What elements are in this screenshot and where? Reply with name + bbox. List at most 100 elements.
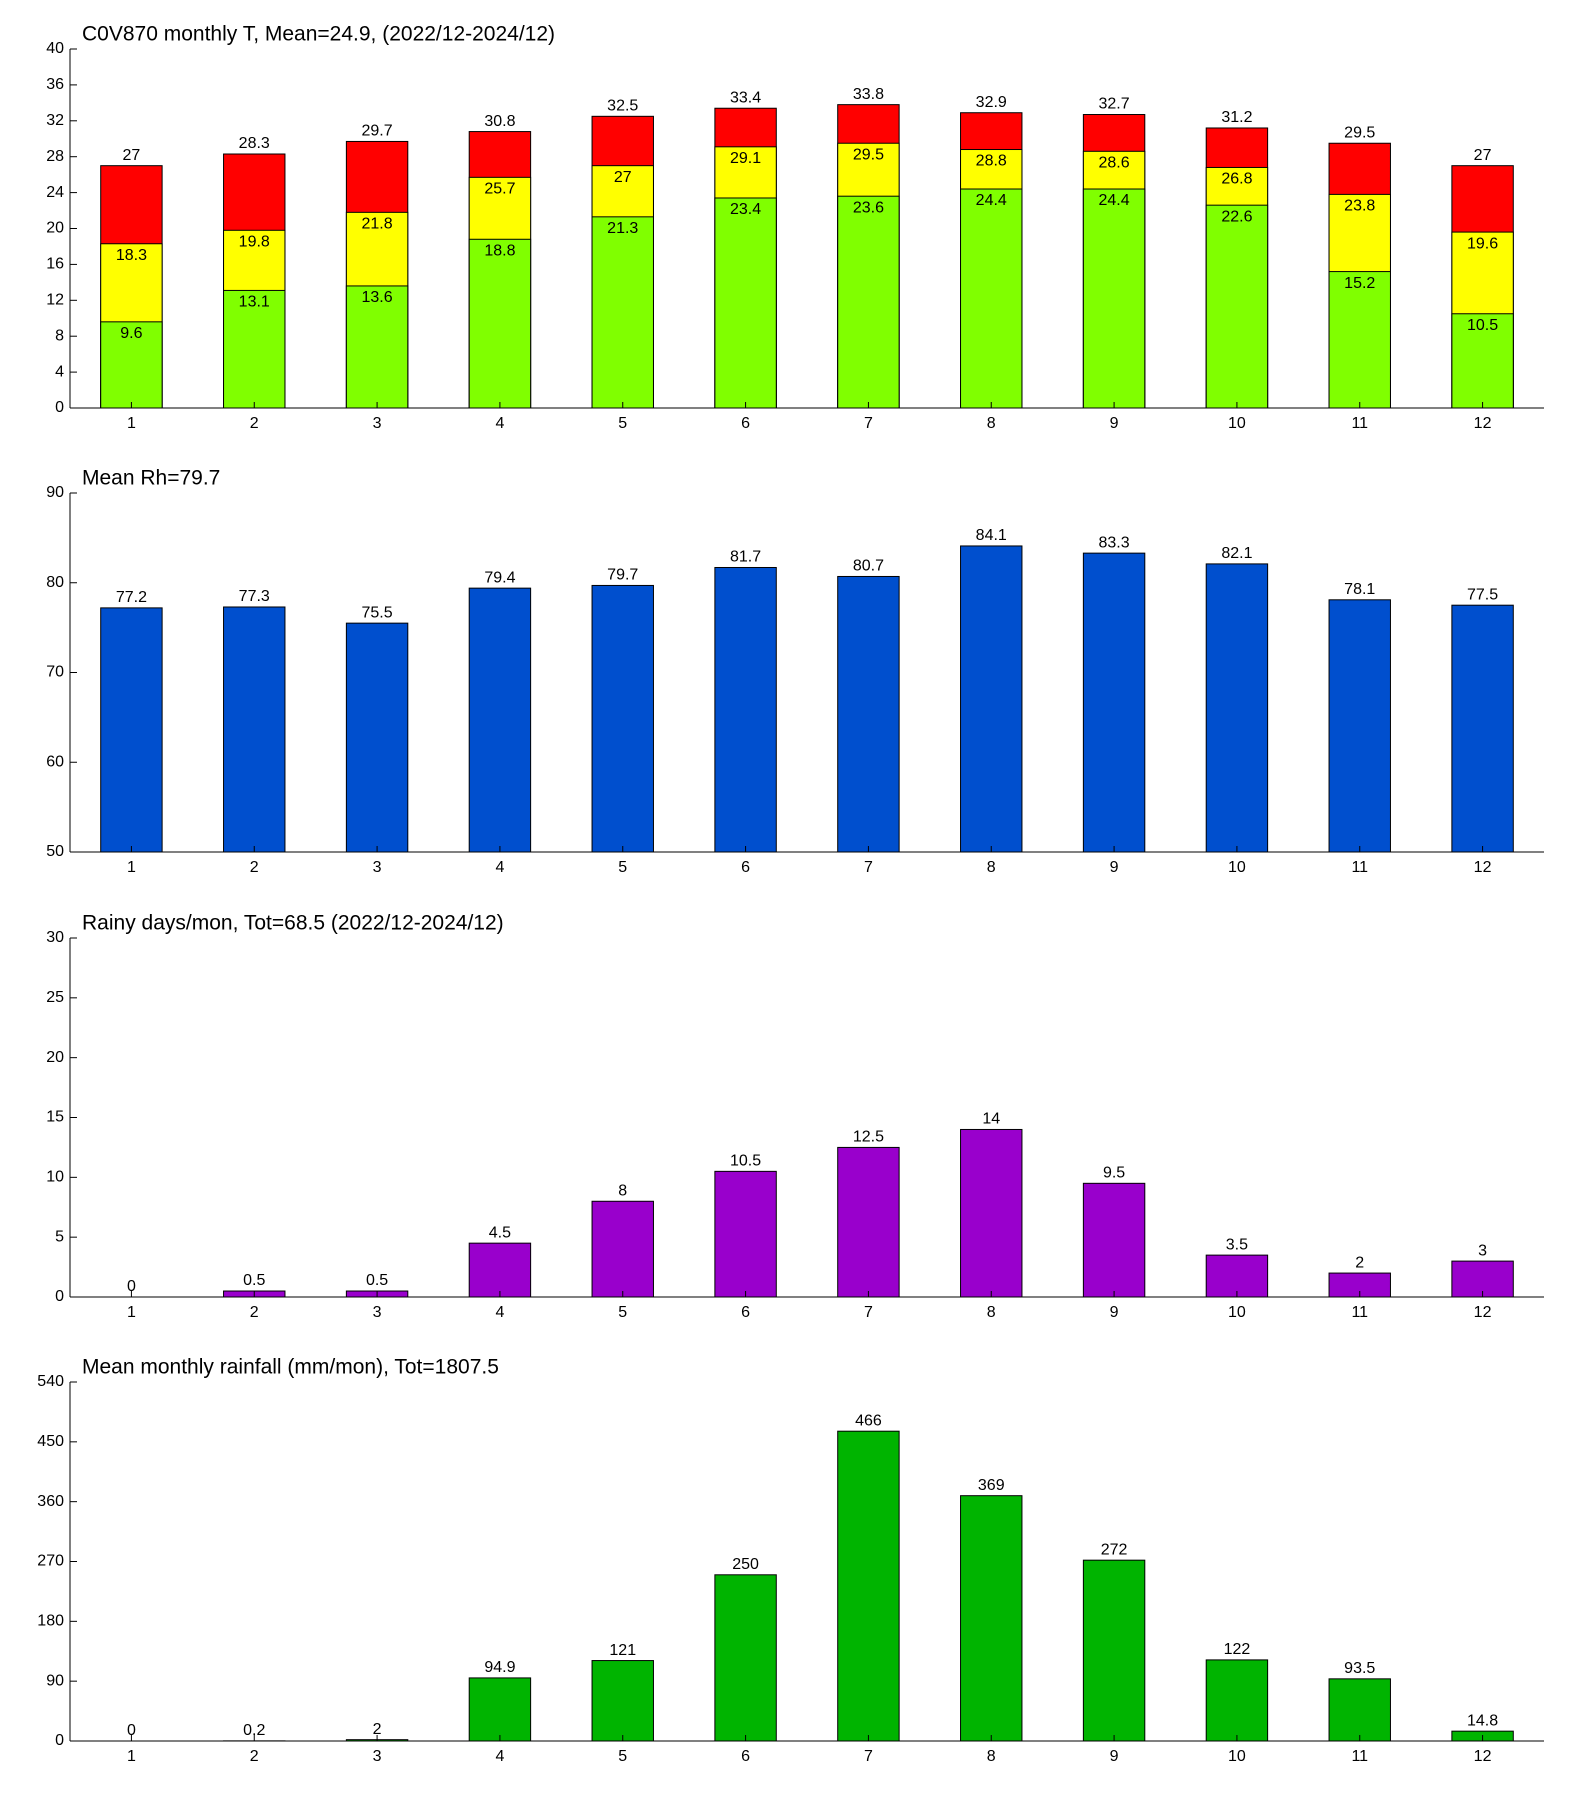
- bar: [1451, 604, 1514, 853]
- x-tick-label: 11: [1351, 415, 1368, 432]
- x-tick-label: 7: [864, 1304, 873, 1321]
- x-tick-label: 8: [987, 859, 996, 876]
- bar: [1328, 271, 1391, 409]
- x-tick-label: 5: [618, 415, 627, 432]
- data-label: 31.2: [1221, 109, 1252, 126]
- data-label: 29.5: [1344, 124, 1375, 141]
- data-label: 28.3: [239, 135, 270, 152]
- data-label: 27: [123, 147, 141, 164]
- x-tick-label: 5: [618, 1304, 627, 1321]
- data-label: 77.2: [116, 589, 147, 606]
- y-tick-label: 16: [46, 256, 64, 273]
- data-label: 18.8: [484, 242, 515, 259]
- x-tick-label: 10: [1228, 859, 1246, 876]
- data-label: 122: [1224, 1641, 1251, 1658]
- bar: [1082, 1559, 1146, 1742]
- y-tick-label: 36: [46, 76, 64, 93]
- bar: [591, 1660, 654, 1742]
- data-label: 93.5: [1344, 1660, 1375, 1677]
- bar: [1082, 1182, 1146, 1298]
- data-label: 83.3: [1099, 534, 1130, 551]
- data-label: 14.8: [1467, 1712, 1498, 1729]
- x-tick-label: 12: [1474, 1304, 1492, 1321]
- data-label: 10.5: [1467, 317, 1498, 334]
- bar: [591, 1200, 654, 1298]
- x-tick-label: 1: [127, 1304, 136, 1321]
- data-label: 29.5: [853, 146, 884, 163]
- data-label: 13.1: [239, 294, 270, 311]
- x-tick-label: 4: [495, 859, 504, 876]
- data-label: 80.7: [853, 558, 884, 575]
- data-label: 29.7: [362, 123, 393, 140]
- y-tick-label: 90: [46, 484, 64, 501]
- bar: [960, 188, 1023, 409]
- data-label: 0: [127, 1278, 136, 1295]
- x-tick-label: 9: [1110, 859, 1119, 876]
- bar: [345, 622, 409, 853]
- x-tick-label: 1: [127, 859, 136, 876]
- y-tick-label: 80: [46, 574, 64, 591]
- data-label: 79.7: [607, 567, 638, 584]
- data-label: 0.5: [366, 1272, 388, 1289]
- bar: [714, 566, 777, 853]
- bar: [1082, 188, 1146, 409]
- x-tick-label: 11: [1351, 1304, 1368, 1321]
- bar: [837, 1430, 900, 1742]
- data-label: 23.6: [853, 199, 884, 216]
- data-label: 79.4: [484, 569, 515, 586]
- y-tick-label: 8: [55, 327, 64, 344]
- data-label: 27: [1474, 147, 1492, 164]
- data-label: 21.3: [607, 220, 638, 237]
- bar: [960, 1495, 1023, 1742]
- y-tick-label: 12: [46, 292, 64, 309]
- x-tick-label: 11: [1351, 1748, 1368, 1765]
- bar: [468, 1242, 532, 1298]
- bar: [714, 1170, 777, 1298]
- x-tick-label: 4: [495, 1304, 504, 1321]
- x-tick-label: 2: [250, 1304, 259, 1321]
- y-tick-label: 10: [46, 1169, 64, 1186]
- bar: [960, 1128, 1023, 1298]
- data-label: 32.7: [1099, 96, 1130, 113]
- bar: [1451, 313, 1514, 409]
- x-tick-label: 7: [864, 859, 873, 876]
- y-tick-label: 4: [55, 363, 64, 380]
- data-label: 3.5: [1226, 1236, 1248, 1253]
- data-label: 8: [618, 1182, 627, 1199]
- data-label: 21.8: [362, 216, 393, 233]
- data-label: 23.8: [1344, 198, 1375, 215]
- x-tick-label: 6: [741, 859, 750, 876]
- data-label: 77.5: [1467, 586, 1498, 603]
- bar: [468, 1677, 532, 1742]
- x-tick-label: 9: [1110, 1748, 1119, 1765]
- x-tick-label: 7: [864, 415, 873, 432]
- x-tick-label: 1: [127, 1748, 136, 1765]
- bar: [468, 587, 532, 853]
- data-label: 466: [855, 1412, 882, 1429]
- x-tick-label: 8: [987, 1748, 996, 1765]
- x-tick-label: 5: [618, 1748, 627, 1765]
- data-label: 4.5: [489, 1224, 511, 1241]
- y-tick-label: 0: [55, 399, 64, 416]
- x-tick-label: 6: [741, 415, 750, 432]
- data-label: 0.2: [243, 1722, 265, 1739]
- x-tick-label: 4: [495, 1748, 504, 1765]
- data-label: 28.8: [976, 153, 1007, 170]
- chart-title: C0V870 monthly T, Mean=24.9, (2022/12-20…: [82, 23, 555, 46]
- bar: [837, 575, 900, 853]
- data-label: 121: [609, 1642, 636, 1659]
- bar: [1205, 563, 1269, 853]
- bar: [837, 1146, 900, 1298]
- data-label: 78.1: [1344, 581, 1375, 598]
- x-tick-label: 10: [1228, 415, 1246, 432]
- y-tick-label: 25: [46, 989, 64, 1006]
- data-label: 24.4: [976, 192, 1007, 209]
- bar: [960, 545, 1023, 853]
- bar: [1205, 1659, 1269, 1742]
- data-label: 33.8: [853, 86, 884, 103]
- data-label: 19.6: [1467, 235, 1498, 252]
- data-label: 10.5: [730, 1153, 761, 1170]
- y-tick-label: 360: [37, 1493, 64, 1510]
- bar: [345, 285, 409, 409]
- y-tick-label: 30: [46, 929, 64, 946]
